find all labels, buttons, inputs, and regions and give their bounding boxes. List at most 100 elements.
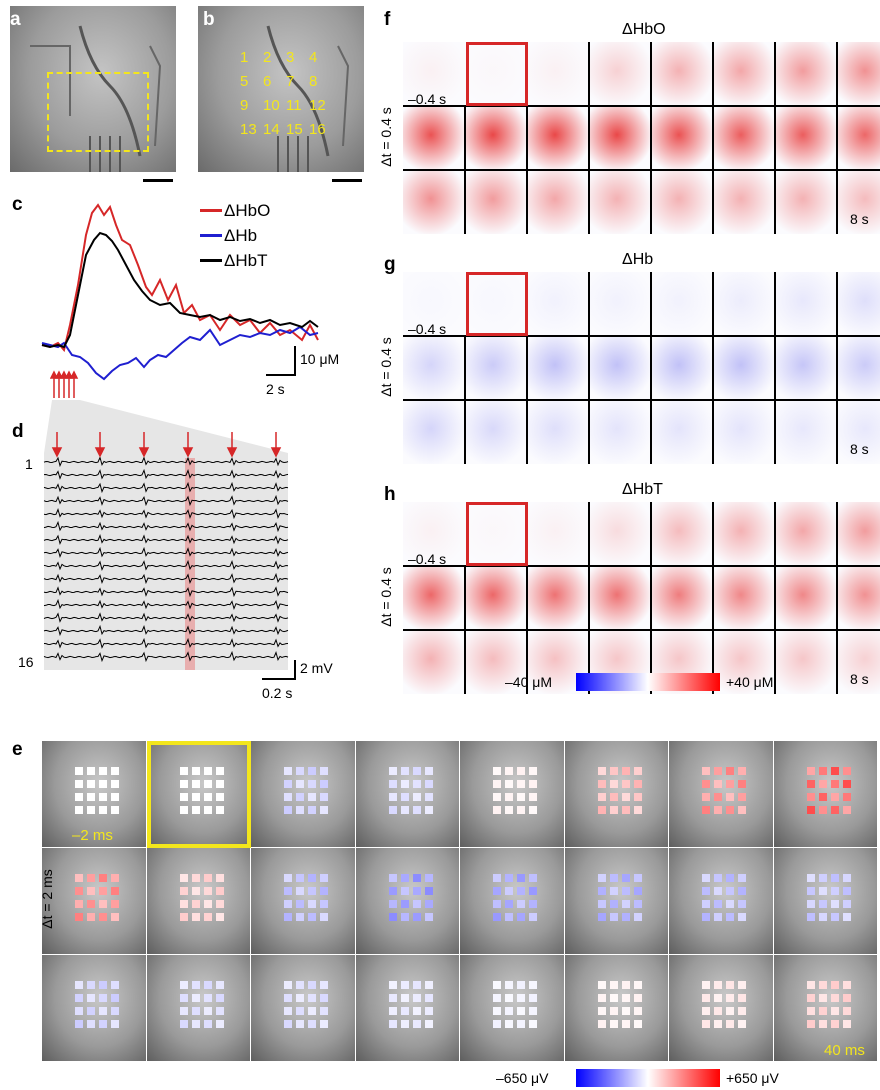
map-cell	[775, 566, 837, 630]
electrode-value-square	[296, 887, 304, 895]
electrode-value-square	[597, 981, 606, 989]
map-grid-line	[774, 42, 776, 234]
electrode-value-square	[215, 1007, 224, 1015]
map-cell	[775, 400, 837, 464]
electrode-value-square	[609, 900, 618, 908]
map-grid-line	[774, 272, 776, 464]
map-grid-line	[836, 42, 838, 234]
electrode-value-square	[320, 887, 328, 895]
electrode-value-square	[517, 780, 525, 788]
electrode-value-square	[493, 981, 501, 989]
electrode-value-square	[308, 874, 316, 882]
electrode-value-square	[284, 806, 292, 814]
electrode-value-square	[529, 793, 537, 801]
electrode-value-square	[493, 887, 501, 895]
electrode-value-square	[806, 874, 815, 882]
electrophys-map-cell	[460, 741, 564, 847]
map-cell	[465, 630, 527, 694]
electrode-value-square	[87, 793, 95, 801]
electrode-value-square	[388, 780, 397, 788]
electrode-value-square	[412, 900, 421, 908]
electrode-value-square	[111, 900, 119, 908]
electrode-value-square	[179, 900, 188, 908]
eeg-channel-trace	[43, 559, 289, 571]
electrode-value-square	[505, 1020, 513, 1028]
map-grid-line	[650, 502, 652, 694]
map-cell	[403, 630, 465, 694]
electrode-value-square	[633, 994, 642, 1002]
map-cell	[589, 502, 651, 566]
electrode-value-square	[388, 1020, 397, 1028]
electrode-value-square	[111, 994, 119, 1002]
scale-bar-c-vertical	[294, 346, 296, 376]
map-grid-line	[403, 629, 880, 631]
electrode-value-square	[830, 994, 839, 1002]
map-cell	[837, 170, 880, 234]
electrode-value-square	[296, 981, 304, 989]
electrode-value-square	[75, 1007, 83, 1015]
electrode-value-square	[75, 780, 83, 788]
electrode-value-square	[738, 981, 746, 989]
electrode-value-square	[633, 913, 642, 921]
end-label: 8 s	[850, 211, 869, 227]
electrophys-map-cell	[669, 848, 773, 954]
electrode-value-square	[842, 994, 851, 1002]
electrode-value-square	[609, 1020, 618, 1028]
electrode-value-square	[738, 793, 746, 801]
map-cell	[527, 400, 589, 464]
electrode-value-square	[424, 981, 433, 989]
electrode-value-square	[215, 1020, 224, 1028]
electrode-number: 6	[263, 73, 272, 90]
map-cell	[465, 336, 527, 400]
electrode-value-square	[191, 1020, 200, 1028]
map-cell	[589, 336, 651, 400]
electrode-value-square	[597, 793, 606, 801]
electrode-value-square	[424, 780, 433, 788]
electrode-value-square	[203, 981, 212, 989]
electrophys-map-cell	[251, 848, 355, 954]
electrode-value-square	[400, 1007, 409, 1015]
electrode-value-square	[87, 913, 95, 921]
panel-label-b: b	[203, 9, 215, 30]
electrode-value-square	[424, 887, 433, 895]
electrode-number: 9	[240, 97, 249, 114]
map-cell	[403, 272, 465, 336]
panel-label-f: f	[384, 9, 391, 30]
eeg-channel-trace	[43, 650, 289, 663]
electrode-value-square	[702, 767, 710, 775]
electrode-value-square	[215, 994, 224, 1002]
electrode-value-square	[818, 793, 827, 801]
map-cell	[527, 42, 589, 106]
electrode-value-square	[99, 874, 107, 882]
electrode-value-square	[842, 793, 851, 801]
electrode-value-square	[493, 793, 501, 801]
map-cell	[713, 336, 775, 400]
map-cell	[403, 170, 465, 234]
map-cell	[837, 106, 880, 170]
electrode-value-square	[806, 900, 815, 908]
electrode-value-square	[702, 806, 710, 814]
electrode-value-square	[830, 900, 839, 908]
map-cell	[775, 502, 837, 566]
electrode-value-square	[738, 767, 746, 775]
electrode-value-square	[203, 806, 212, 814]
electrode-value-square	[215, 767, 224, 775]
electrode-value-square	[179, 806, 188, 814]
electrode-value-square	[702, 913, 710, 921]
map-cell	[465, 42, 527, 106]
electrode-value-square	[806, 767, 815, 775]
electrode-value-square	[806, 887, 815, 895]
electrophys-map-cell	[773, 955, 877, 1061]
electrode-value-square	[517, 806, 525, 814]
electrode-value-square	[842, 874, 851, 882]
electrode-value-square	[493, 1020, 501, 1028]
electrode-value-square	[215, 793, 224, 801]
stimulus-arrows	[50, 370, 79, 398]
electrode-value-square	[738, 994, 746, 1002]
eeg-channel-trace	[43, 624, 289, 637]
electrode-value-square	[203, 780, 212, 788]
electrode-value-square	[400, 767, 409, 775]
electrode-value-square	[179, 780, 188, 788]
map-cell	[465, 400, 527, 464]
electrode-value-square	[191, 913, 200, 921]
